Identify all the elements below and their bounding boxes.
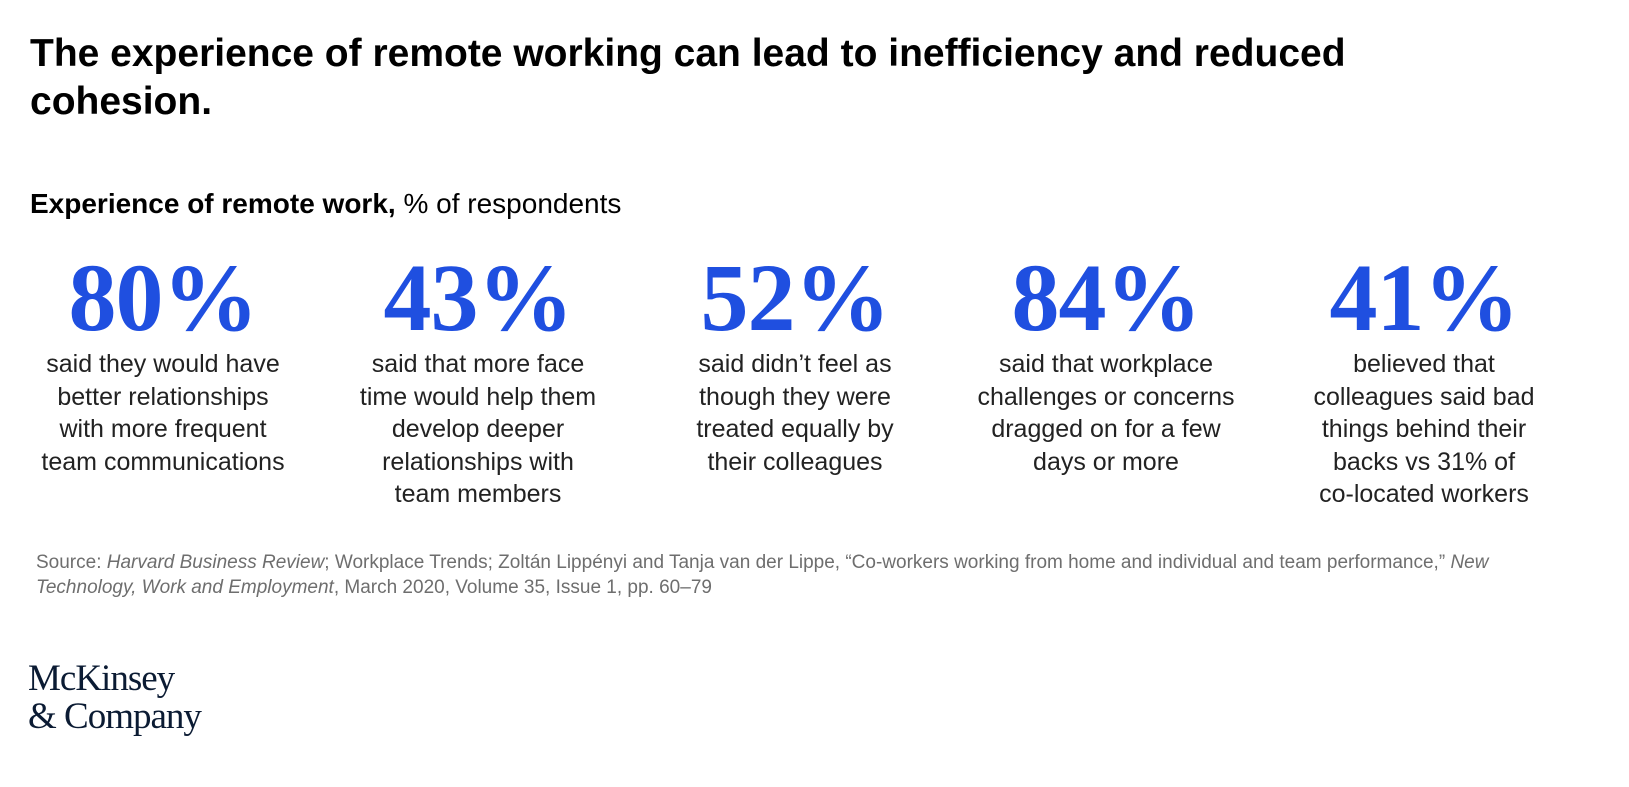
- stat-description: said that workplace challenges or concern…: [941, 348, 1271, 478]
- stat-block: 52% said didn’t feel as though they were tr…: [630, 250, 960, 478]
- stat-block: 84% said that workplace challenges or conc…: [941, 250, 1271, 478]
- logo-line: McKinsey: [28, 658, 175, 699]
- source-note: Source: Harvard Business Review; Workpla…: [36, 550, 1556, 600]
- chart-subtitle: Experience of remote work, % of responde…: [30, 188, 621, 220]
- source-text: , March 2020, Volume 35, Issue 1, pp. 60…: [333, 577, 712, 598]
- description-line: challenges or concerns: [977, 382, 1235, 411]
- description-line: with more frequent: [59, 415, 267, 443]
- page-title: The experience of remote working can lea…: [30, 32, 1346, 123]
- description-line: backs vs 31% of: [1332, 447, 1516, 476]
- description-line: team communications: [41, 447, 285, 476]
- description-line: better relationships: [57, 382, 269, 411]
- description-line: days or more: [1033, 447, 1179, 476]
- source-publication: Harvard Business Review: [106, 552, 325, 573]
- description-line: co-located workers: [1319, 480, 1529, 508]
- subtitle-bold: Experience of remote work,: [30, 188, 396, 219]
- stat-block: 41% believed that colleagues said bad thing…: [1259, 250, 1589, 511]
- mckinsey-logo: McKinsey & Company: [28, 658, 202, 737]
- description-line: develop deeper: [391, 415, 565, 443]
- stat-value: 41%: [1329, 244, 1520, 351]
- stat-description: said didn’t feel as though they were treat…: [630, 348, 960, 478]
- stat-description: believed that colleagues said bad things b…: [1259, 348, 1589, 511]
- description-line: believed that: [1353, 350, 1495, 378]
- description-line: time would help them: [359, 382, 597, 411]
- description-line: said that more face: [371, 350, 585, 378]
- description-line: said they would have: [46, 350, 280, 378]
- stat-value: 52%: [700, 244, 891, 351]
- stat-description: said they would have better relationships…: [0, 348, 328, 478]
- stat-value: 80%: [68, 244, 259, 351]
- subtitle-unit: % of respondents: [395, 188, 622, 219]
- description-line: things behind their: [1321, 415, 1527, 443]
- description-line: treated equally by: [696, 415, 894, 443]
- description-line: said that workplace: [998, 350, 1213, 378]
- stat-block: 43% said that more face time would help th…: [313, 250, 643, 511]
- description-line: dragged on for a few: [991, 415, 1221, 443]
- description-line: though they were: [699, 382, 891, 411]
- stat-block: 80% said they would have better relationsh…: [0, 250, 328, 478]
- stat-value: 84%: [1011, 244, 1202, 351]
- description-line: relationships with: [382, 447, 574, 476]
- source-text: Source:: [36, 552, 107, 573]
- source-text: ; Workplace Trends; Zoltán Lippényi and …: [324, 552, 1451, 573]
- description-line: their colleagues: [707, 447, 883, 476]
- logo-line: & Company: [28, 696, 202, 737]
- description-line: colleagues said bad: [1313, 382, 1535, 411]
- description-line: said didn’t feel as: [698, 350, 892, 378]
- stat-value: 43%: [383, 244, 574, 351]
- source-journal: New Technology, Work and Employment: [36, 552, 1489, 598]
- description-line: team members: [394, 480, 562, 508]
- stat-description: said that more face time would help them d…: [313, 348, 643, 511]
